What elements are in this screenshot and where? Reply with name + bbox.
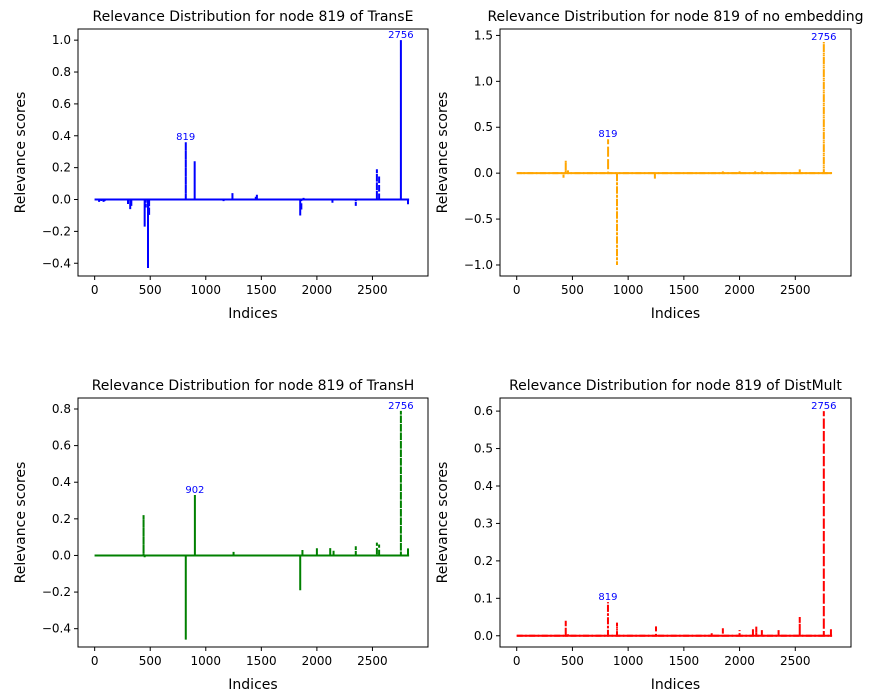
y-tick-label: 0.5 [474,120,493,134]
y-tick-label: −0.4 [42,256,71,270]
series-line [516,411,833,637]
y-tick-label: −1.0 [464,258,493,272]
y-tick-label: −0.5 [464,212,493,226]
x-axis-label: Indices [651,306,700,322]
x-tick-label: 0 [91,654,99,668]
peak-annotation: 2756 [388,401,413,412]
peak-annotation: 819 [176,132,195,143]
y-axis-label: Relevance scores [13,92,29,214]
y-tick-label: −0.2 [42,585,71,599]
axes-frame [499,28,852,277]
y-tick-label: 0.0 [474,166,493,180]
x-axis-label: Indices [228,677,277,693]
series-line [94,410,410,640]
subplot-4: 0 500 1000 1500 2000 2500 0.0 0.1 0.2 0.3 0.4 0.5 0.… [435,378,852,693]
y-tick-label: −0.4 [42,622,71,636]
x-tick-label: 2500 [357,654,388,668]
y-tick-label: 1.5 [474,28,493,42]
y-tick-label: 0.6 [52,97,71,111]
y-tick-label: 0.1 [474,591,493,605]
x-tick-label: 1500 [246,654,277,668]
x-tick-label: 0 [91,283,99,297]
x-tick-label: 1000 [191,654,222,668]
y-axis-label: Relevance scores [435,462,451,584]
y-axis-label: Relevance scores [13,462,29,584]
y-tick-label: 0.2 [474,554,493,568]
axes-frame [77,28,429,277]
y-tick-label: 0.6 [52,439,71,453]
x-tick-label: 1500 [669,283,700,297]
y-tick-label: −0.2 [42,224,71,238]
x-tick-label: 1500 [669,654,700,668]
chart-title: Relevance Distribution for node 819 of T… [93,9,414,25]
x-tick-label: 500 [561,283,584,297]
peak-annotation: 902 [185,485,204,496]
x-axis-label: Indices [651,677,700,693]
x-tick-label: 500 [139,654,162,668]
y-tick-label: 0.3 [474,516,493,530]
series-line [94,40,410,269]
x-tick-label: 2000 [724,654,755,668]
y-tick-label: 0.5 [474,442,493,456]
subplot-3: 0 500 1000 1500 2000 2500 −0.4 −0.2 0.0 0.2 0.4 0.6… [13,378,429,693]
x-tick-label: 0 [513,654,521,668]
chart-title: Relevance Distribution for node 819 of n… [487,9,863,25]
x-axis-label: Indices [228,306,277,322]
y-tick-label: 0.0 [52,193,71,207]
x-tick-label: 1000 [613,283,644,297]
y-tick-label: 1.0 [474,74,493,88]
chart-title: Relevance Distribution for node 819 of D… [509,378,842,394]
y-tick-label: 0.8 [52,402,71,416]
x-tick-label: 0 [513,283,521,297]
y-tick-label: 0.4 [52,129,71,143]
peak-annotation: 819 [598,592,617,603]
axes-frame [77,397,429,648]
x-tick-label: 500 [139,283,162,297]
peak-annotation: 2756 [811,401,836,412]
peak-annotation: 2756 [388,30,413,41]
peak-annotation: 819 [598,129,617,140]
chart-title: Relevance Distribution for node 819 of T… [92,378,415,394]
y-tick-label: 0.2 [52,512,71,526]
peak-annotation: 2756 [811,32,836,43]
y-axis-label: Relevance scores [435,92,451,214]
x-tick-label: 2000 [302,283,333,297]
y-tick-label: 0.4 [52,475,71,489]
y-tick-label: 0.0 [52,548,71,562]
x-tick-label: 1500 [246,283,277,297]
x-tick-label: 2000 [302,654,333,668]
axes-frame [499,397,852,648]
x-tick-label: 1000 [613,654,644,668]
subplot-2: 0 500 1000 1500 2000 2500 −1.0 −0.5 0.0 0.5 1.0 1.5… [435,9,864,322]
y-tick-label: 0.2 [52,161,71,175]
y-tick-label: 0.0 [474,629,493,643]
y-tick-label: 0.4 [474,479,493,493]
x-tick-label: 2000 [724,283,755,297]
y-tick-label: 1.0 [52,33,71,47]
x-tick-label: 2500 [357,283,388,297]
series-line [516,41,833,265]
x-tick-label: 1000 [191,283,222,297]
x-tick-label: 2500 [780,283,811,297]
y-tick-label: 0.6 [474,404,493,418]
subplot-1: 0 500 1000 1500 2000 2500 −0.4 −0.2 0.0 0.2 0.4 0.6… [13,9,429,322]
x-tick-label: 2500 [780,654,811,668]
x-tick-label: 500 [561,654,584,668]
y-tick-label: 0.8 [52,65,71,79]
